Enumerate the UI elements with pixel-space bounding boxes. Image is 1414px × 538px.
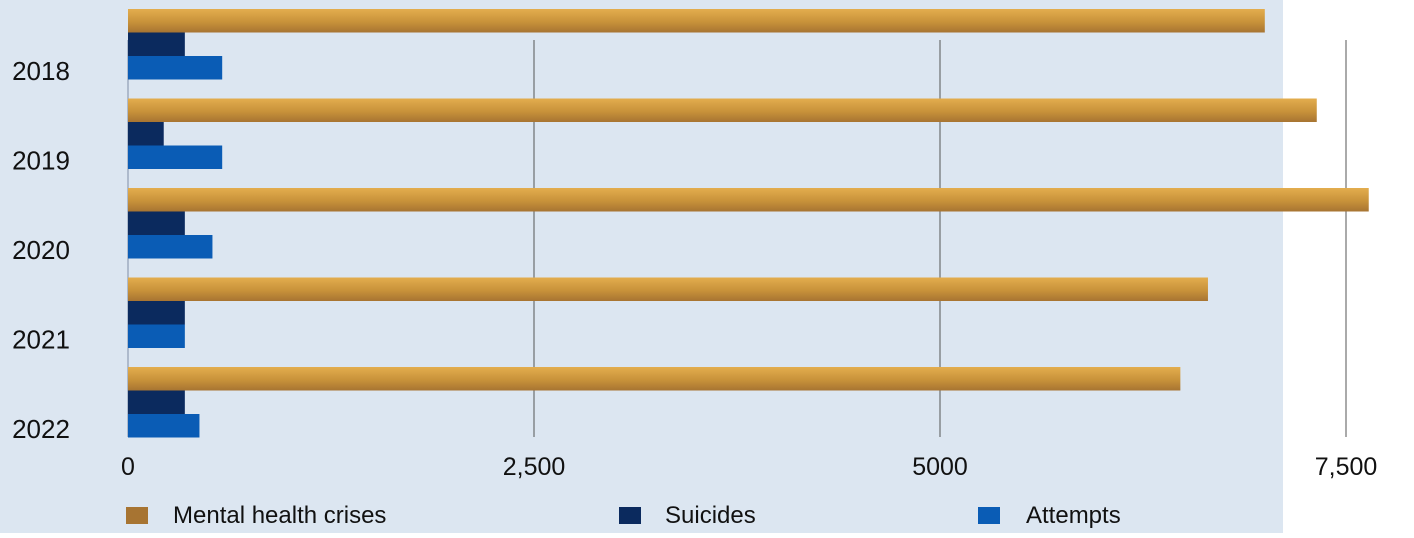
bar-suicides-2018	[128, 32, 185, 56]
bar-attempts-2021	[128, 324, 185, 348]
legend-swatch-suicides	[619, 507, 641, 524]
bar-attempts-2018	[128, 56, 223, 80]
y-tick-label-2021: 2021	[12, 325, 70, 355]
x-tick-label: 5000	[912, 453, 968, 481]
bar-mental-health-crises-2022	[128, 367, 1181, 391]
x-tick-label: 7,500	[1315, 453, 1378, 481]
x-tick-label: 0	[121, 453, 135, 481]
y-tick-label-2018: 2018	[12, 56, 70, 86]
bar-mental-health-crises-2021	[128, 277, 1208, 301]
bars	[128, 9, 1369, 438]
bar-mental-health-crises-2018	[128, 9, 1265, 33]
y-axis-labels: 2018 2019 2020 2021 2022	[12, 56, 70, 444]
legend-label: Suicides	[665, 502, 756, 529]
bar-suicides-2020	[128, 211, 185, 235]
y-tick-label-2019: 2019	[12, 146, 70, 176]
x-tick-label: 2,500	[503, 453, 566, 481]
bar-mental-health-crises-2019	[128, 98, 1317, 122]
legend-swatch-mental-health-crises	[126, 507, 148, 524]
bar-suicides-2022	[128, 390, 185, 414]
bar-attempts-2019	[128, 145, 223, 169]
x-axis-labels: 0 2,500 5000 7,500	[121, 453, 1377, 481]
plot-background	[0, 0, 1283, 533]
bar-suicides-2019	[128, 122, 164, 146]
legend-label: Attempts	[1026, 502, 1121, 529]
bar-mental-health-crises-2020	[128, 188, 1369, 212]
legend-label: Mental health crises	[173, 502, 386, 529]
bar-attempts-2022	[128, 414, 200, 438]
legend: Mental health crises Suicides Attempts	[126, 502, 1121, 529]
bar-suicides-2021	[128, 301, 185, 325]
legend-swatch-attempts	[978, 507, 1000, 524]
bar-attempts-2020	[128, 235, 213, 259]
y-tick-label-2020: 2020	[12, 235, 70, 265]
y-tick-label-2022: 2022	[12, 414, 70, 444]
